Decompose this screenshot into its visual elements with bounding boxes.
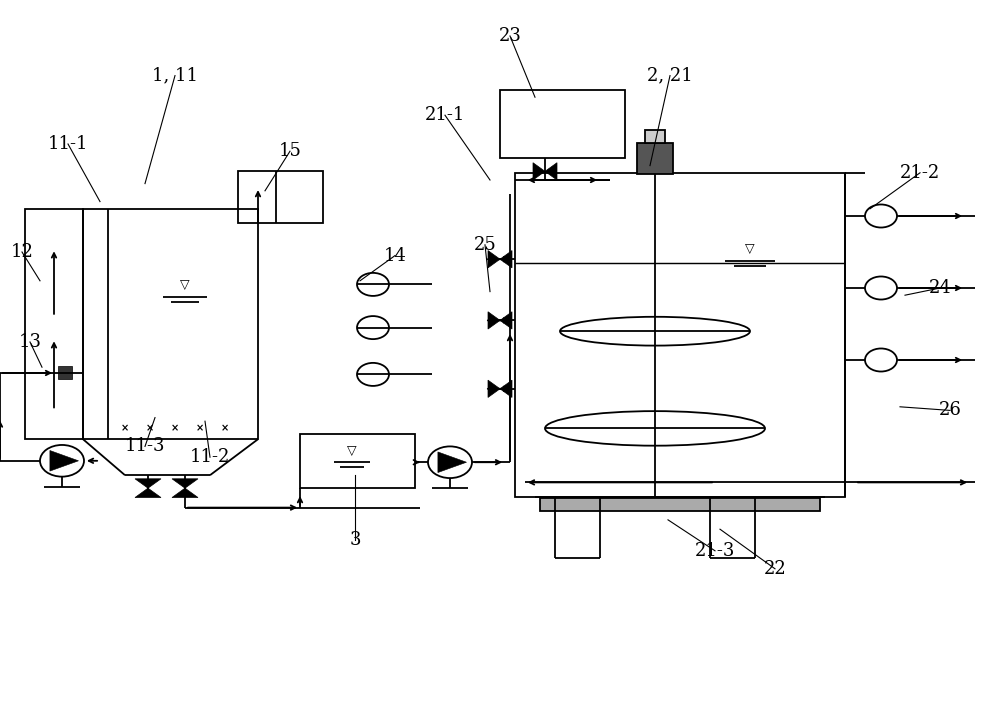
Text: 25: 25 <box>474 235 496 253</box>
Polygon shape <box>500 251 512 268</box>
Polygon shape <box>488 380 500 397</box>
Text: 14: 14 <box>384 246 406 264</box>
Bar <box>58 366 72 379</box>
Polygon shape <box>545 163 557 180</box>
Bar <box>515 173 845 497</box>
Text: 21-3: 21-3 <box>695 541 735 560</box>
Bar <box>238 171 323 223</box>
Bar <box>300 434 415 488</box>
Text: ×: × <box>146 423 154 433</box>
Text: 11-1: 11-1 <box>48 135 88 153</box>
Text: ▽: ▽ <box>180 278 190 291</box>
Text: 21-2: 21-2 <box>900 163 940 181</box>
Polygon shape <box>50 451 78 471</box>
Text: ×: × <box>196 423 204 433</box>
Text: 21-1: 21-1 <box>425 107 465 124</box>
Text: ×: × <box>121 423 129 433</box>
Polygon shape <box>438 452 466 472</box>
Text: 22: 22 <box>764 560 786 577</box>
Text: 11-3: 11-3 <box>125 437 165 455</box>
Bar <box>637 143 673 174</box>
Bar <box>25 209 83 439</box>
Polygon shape <box>172 479 198 488</box>
Text: 1, 11: 1, 11 <box>152 67 198 85</box>
Text: 13: 13 <box>18 333 42 351</box>
Bar <box>500 90 625 158</box>
Polygon shape <box>500 312 512 329</box>
Polygon shape <box>135 479 161 488</box>
Text: 11-2: 11-2 <box>190 448 230 467</box>
Polygon shape <box>488 312 500 329</box>
Bar <box>645 130 665 143</box>
Text: 24: 24 <box>929 279 951 297</box>
Polygon shape <box>172 488 198 498</box>
Text: 12: 12 <box>11 243 33 261</box>
Polygon shape <box>500 380 512 397</box>
Text: ▽: ▽ <box>347 444 357 456</box>
Text: 2, 21: 2, 21 <box>647 67 693 85</box>
Polygon shape <box>488 251 500 268</box>
Polygon shape <box>135 488 161 498</box>
Bar <box>540 498 820 511</box>
Text: ×: × <box>171 423 179 433</box>
Text: 3: 3 <box>349 531 361 549</box>
Text: ×: × <box>221 423 229 433</box>
Polygon shape <box>533 163 545 180</box>
Text: 23: 23 <box>499 27 521 45</box>
Text: 26: 26 <box>939 401 961 419</box>
Text: ▽: ▽ <box>745 242 755 255</box>
Bar <box>83 209 258 439</box>
Text: 15: 15 <box>279 142 301 160</box>
